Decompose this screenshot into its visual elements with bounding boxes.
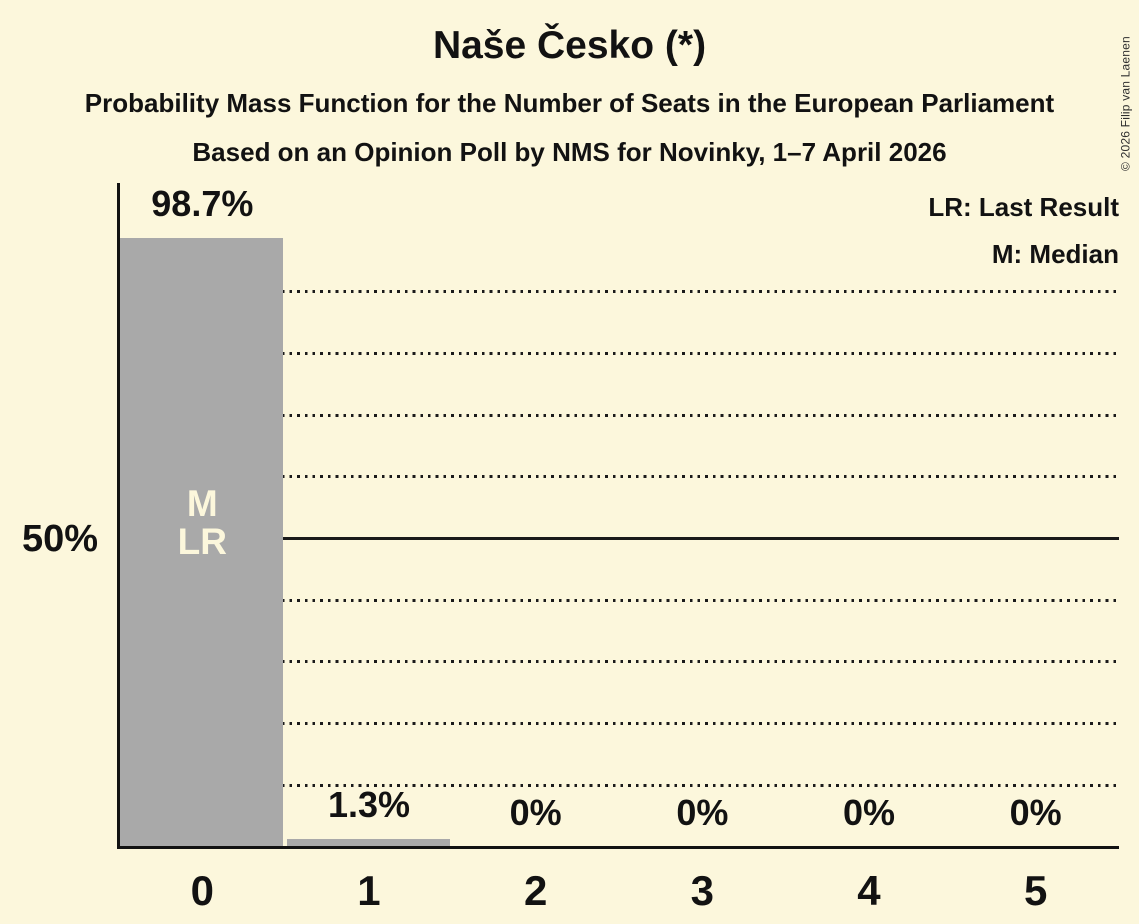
x-axis-line xyxy=(117,845,1119,849)
bar-seats-0 xyxy=(120,238,284,847)
x-axis-tick-1: 1 xyxy=(357,867,381,914)
legend-entry-median: M: Median xyxy=(991,239,1119,269)
chart-subtitle: Probability Mass Function for the Number… xyxy=(84,88,1055,118)
bar-value-label-3: 0% xyxy=(676,792,729,833)
bar-value-label-4: 0% xyxy=(842,792,895,833)
gridline-70pct xyxy=(120,413,1119,417)
gridline-40pct xyxy=(120,598,1119,602)
y-axis-line xyxy=(117,183,120,849)
y-axis-tick-label: 50% xyxy=(21,517,98,560)
gridline-90pct xyxy=(120,290,1119,294)
bar-value-label-1: 1.3% xyxy=(327,783,411,825)
chart-title: Naše Česko (*) xyxy=(432,24,707,67)
x-axis-tick-4: 4 xyxy=(857,867,881,914)
chart-source-line: Based on an Opinion Poll by NMS for Novi… xyxy=(192,137,947,167)
bar-value-label-0: 98.7% xyxy=(151,183,254,225)
gridline-50pct-solid xyxy=(120,537,1119,540)
legend-entry-last-result: LR: Last Result xyxy=(928,192,1119,222)
bar-seats-1 xyxy=(286,838,451,847)
gridline-60pct xyxy=(120,475,1119,479)
x-axis-tick-2: 2 xyxy=(523,867,548,914)
x-axis-tick-3: 3 xyxy=(690,867,714,914)
bar-markers-0: M LR xyxy=(119,482,286,562)
gridline-20pct xyxy=(120,722,1119,726)
x-axis-tick-5: 5 xyxy=(1023,867,1048,914)
last-result-marker: LR xyxy=(177,521,227,562)
bar-value-label-5: 0% xyxy=(1009,792,1062,833)
bar-value-label-2: 0% xyxy=(509,792,562,833)
chart-legend: LR: Last Result M: Median xyxy=(928,184,1119,278)
gridline-30pct xyxy=(120,660,1119,664)
gridline-80pct xyxy=(120,351,1119,355)
x-axis-tick-0: 0 xyxy=(190,867,214,914)
gridline-10pct xyxy=(120,783,1119,787)
median-marker: M xyxy=(186,482,218,524)
